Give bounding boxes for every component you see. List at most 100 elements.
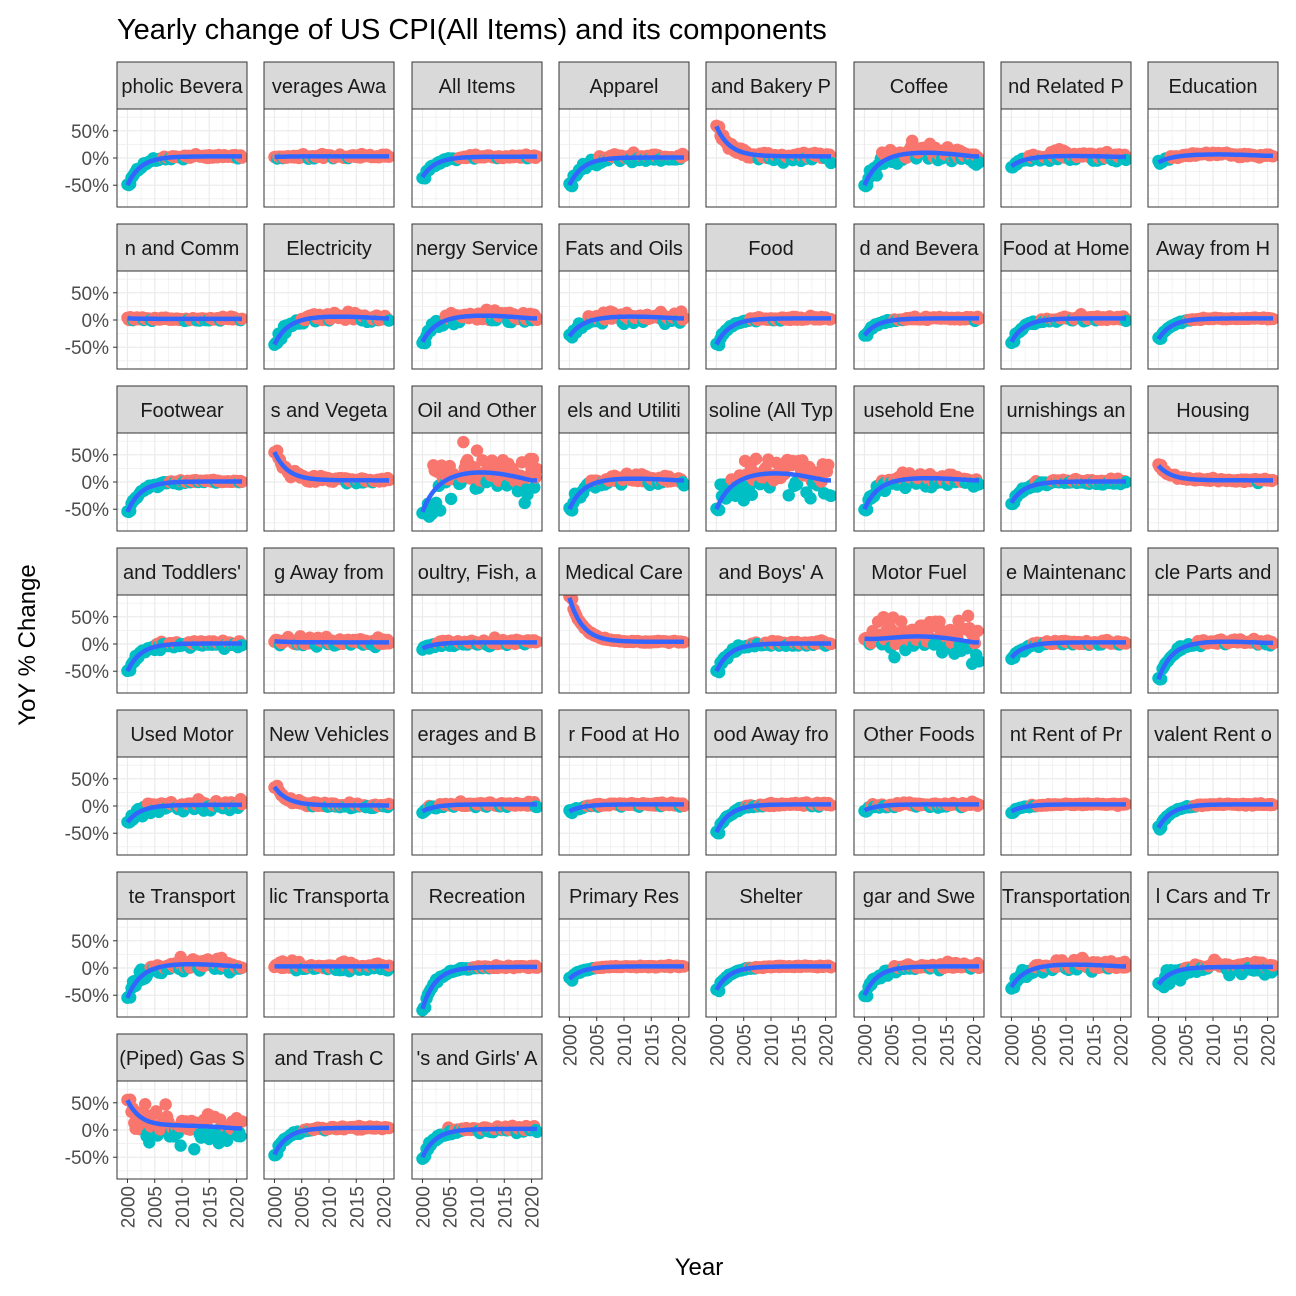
panel-grid [1148,433,1278,531]
trend-line [421,640,537,651]
chart-title: Yearly change of US CPI(All Items) and i… [117,14,827,46]
y-tick-label: 50% [71,932,109,953]
facet-label: Electricity [286,238,372,260]
panel-border [263,756,395,856]
y-axis-title: YoY % Change [14,564,41,725]
facet-panel: and Toddlers'50%0%-50% [65,547,248,694]
facet-strip [411,223,543,272]
panel-border [558,108,690,208]
trend-line [420,1126,537,1159]
trend-line [421,802,537,814]
trend-line [864,634,979,645]
trend-line [125,154,242,187]
facet-label: oultry, Fish, a [418,562,537,584]
x-tick-label: 2010 [910,1024,931,1066]
data-point [804,492,817,505]
x-tick-label: 2010 [468,1186,489,1228]
panel-border [558,270,690,370]
facet-panel: cle Parts and [1147,547,1279,694]
facet-label: Medical Care [565,562,683,584]
facet-panel: Fats and Oils [558,223,690,370]
facet-label: Other Foods [863,724,974,746]
y-tick-label: -50% [65,176,109,197]
x-tick-label: 2000 [560,1024,581,1066]
trend-line [1156,639,1273,681]
trend-line [1157,152,1273,165]
data-point [961,609,975,623]
panel-border [1000,594,1132,694]
x-tick-label: 2015 [200,1186,221,1228]
facet-label: nergy Service [416,238,538,260]
y-tick-label: 0% [82,311,110,332]
panel-border [1147,756,1279,856]
x-axis: 2000 2005 2010 2015 2020 [413,1179,544,1228]
x-tick-label: 2020 [1112,1024,1133,1066]
x-tick-label: 2000 [265,1186,286,1228]
trend-line [127,316,242,322]
y-axis: 50%0%-50% [65,122,117,197]
x-axis: 2000 2005 2010 2015 2020 [855,1017,986,1066]
facet-strip [116,709,248,758]
facet-panel: and Boys' A [705,547,837,694]
facet-panel: Housing [1147,385,1279,532]
facet-label: pholic Bevera [121,76,243,98]
data-point [530,462,542,476]
facet-label: els and Utiliti [567,400,680,422]
y-tick-label: 0% [82,1121,110,1142]
facet-label: erages and B [418,724,537,746]
facet-strip [853,385,985,434]
facet-label: Transportation [1002,886,1130,908]
panel-border [1147,108,1279,208]
x-axis: 2000 2005 2010 2015 2020 [560,1017,691,1066]
facet-strip [1000,871,1132,920]
trend-line [714,316,831,346]
panel-border [263,108,395,208]
panel-border [558,756,690,856]
data-point [745,488,759,501]
trend-line [1156,964,1273,986]
facet-strip [263,385,395,434]
facet-strip [116,547,248,596]
facet-strip [705,709,837,758]
panel-border [411,108,543,208]
trend-line [862,316,979,337]
facet-strip [116,61,248,110]
facet-strip [263,871,395,920]
facet-label: usehold Ene [863,400,974,422]
y-axis: 50%0%-50% [65,1094,117,1169]
data-point [234,1129,247,1143]
x-axis-title: Year [675,1254,724,1281]
trend-line [1156,316,1273,341]
facet-label: New Vehicles [269,724,389,746]
facet-strip [853,871,985,920]
trend-line [274,154,389,160]
facet-label: Housing [1176,400,1249,422]
trend-line [420,964,537,1010]
trend-line [420,470,537,513]
trend-line [862,475,979,511]
facet-panel: Food [705,223,837,370]
data-point [933,615,946,628]
facet-label: Fats and Oils [565,238,683,260]
trend-line [1009,479,1126,504]
facet-strip [411,709,543,758]
facet-label: s and Vegeta [271,400,389,422]
panel-border [1147,270,1279,370]
x-tick-label: 2005 [1030,1024,1051,1066]
trend-line [125,1099,242,1131]
x-tick-label: 2010 [1204,1024,1225,1066]
panel-border [411,270,543,370]
facet-strip [1147,871,1279,920]
x-tick-label: 2000 [413,1186,434,1228]
x-tick-label: 2000 [1002,1024,1023,1066]
trend-line [125,641,242,673]
y-axis: 50%0%-50% [65,284,117,359]
facet-label: gar and Swe [863,886,975,908]
facet-label: lic Transporta [269,886,390,908]
x-tick-label: 2015 [642,1024,663,1066]
panel-border [558,594,690,694]
facet-strip [558,709,690,758]
x-tick-label: 2020 [523,1186,544,1228]
facet-strip [263,1033,395,1082]
